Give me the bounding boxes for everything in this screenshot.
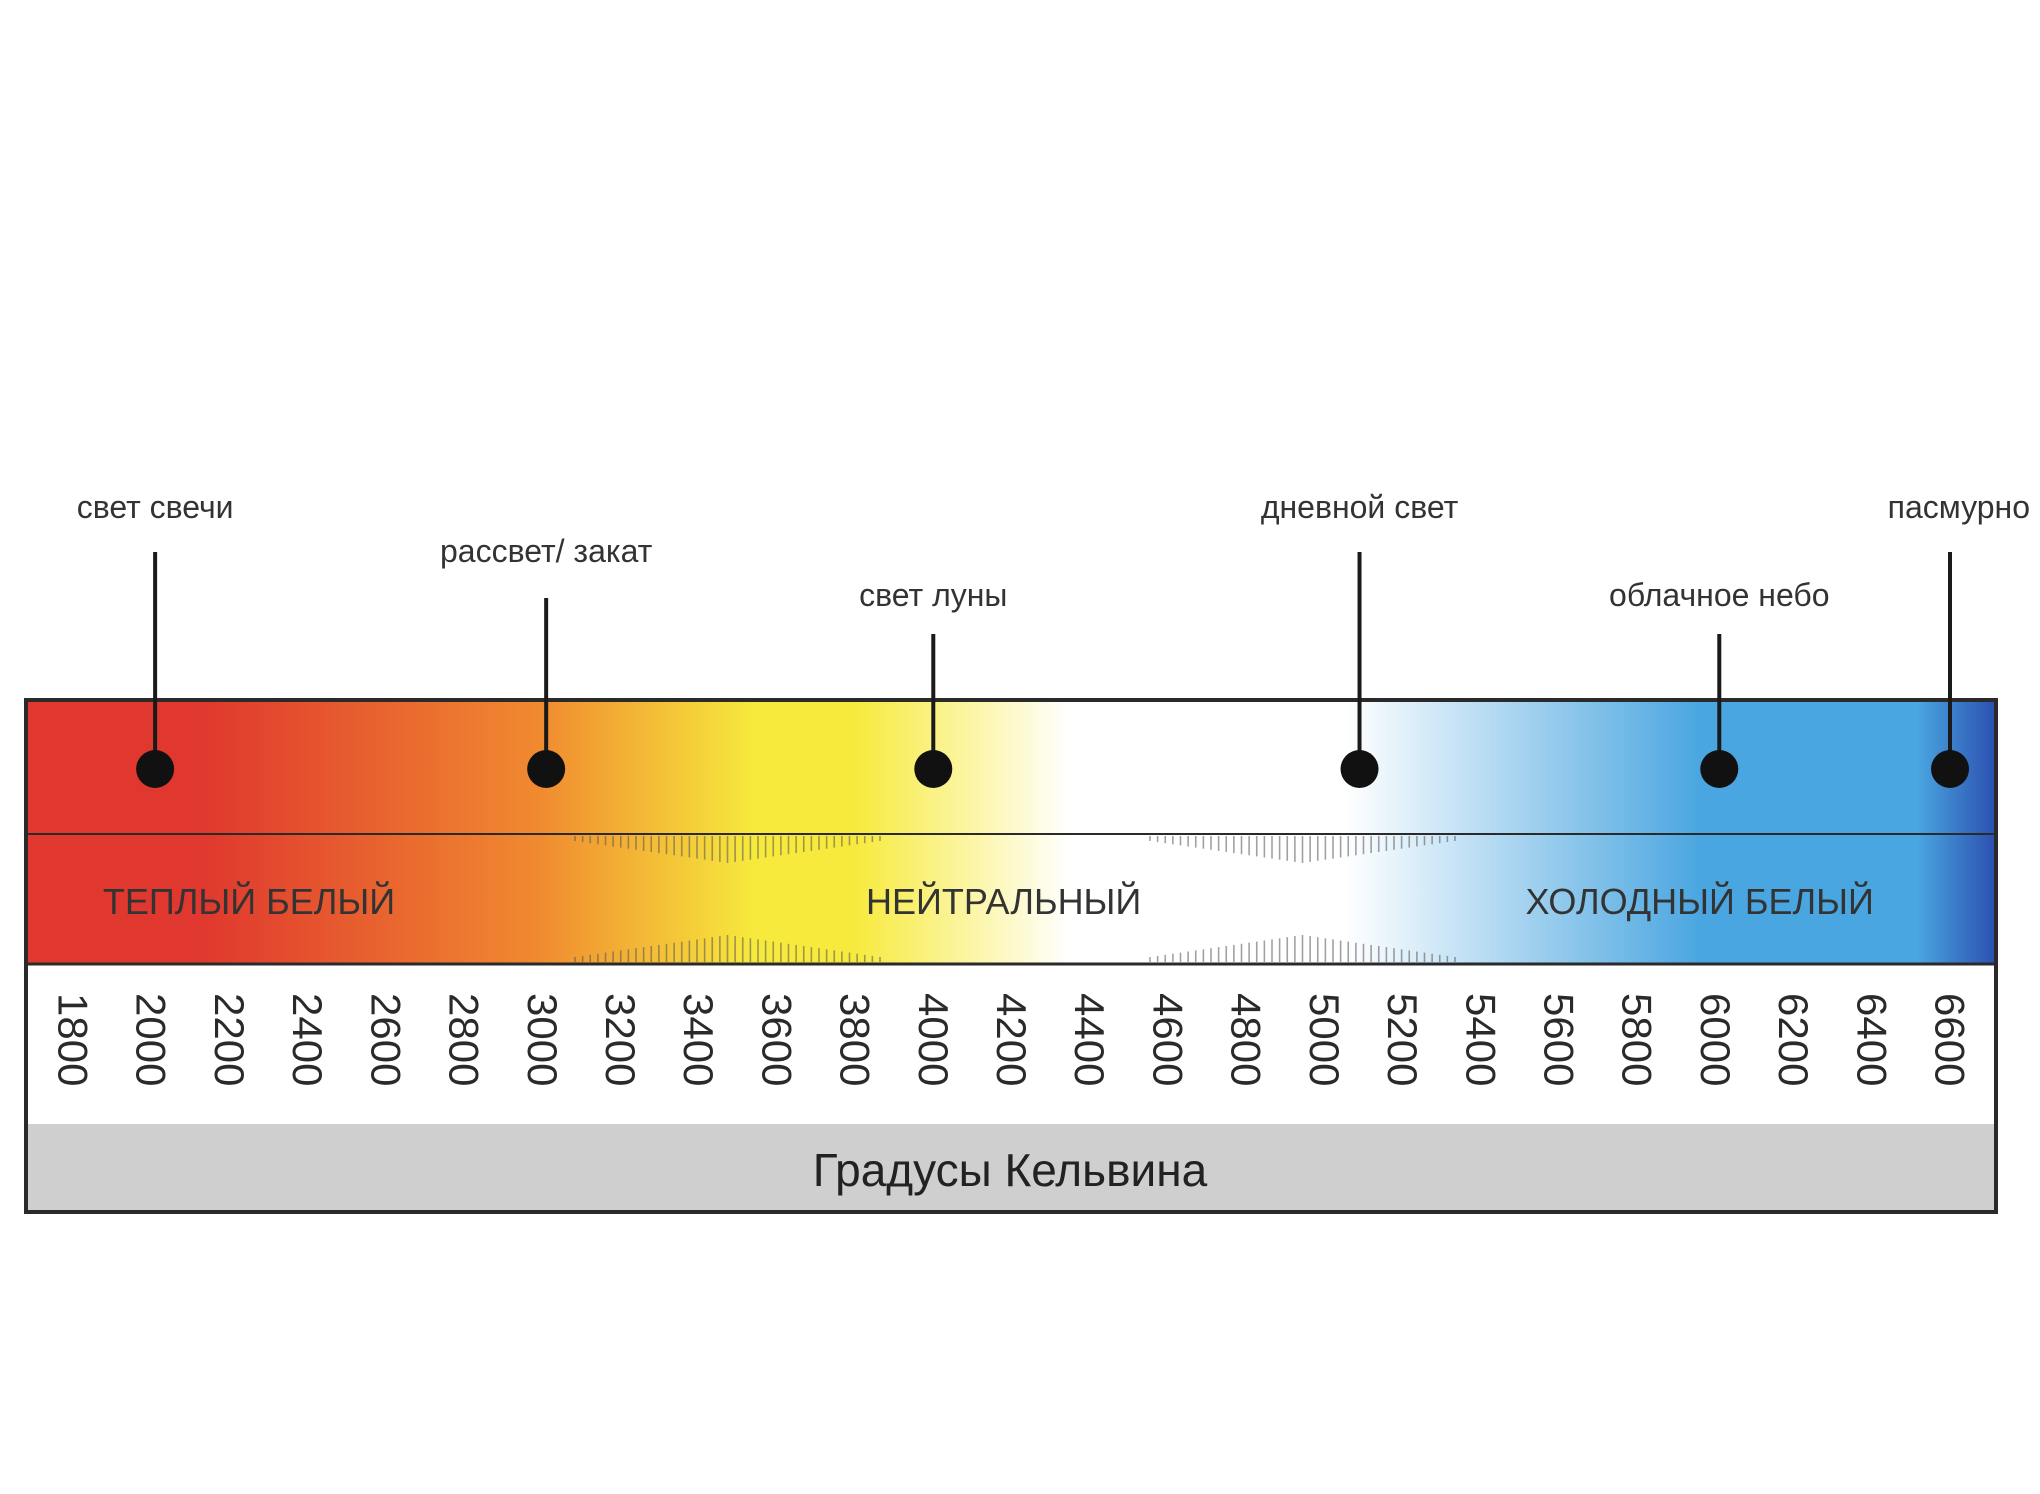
tick-label-5000: 5000 (1301, 993, 1348, 1086)
tick-label-6000: 6000 (1692, 993, 1739, 1086)
marker-label: рассвет/ закат (440, 533, 653, 569)
tick-label-band (26, 964, 1996, 1124)
marker-label: пасмурно (1888, 489, 2030, 525)
tick-label-5200: 5200 (1379, 993, 1426, 1086)
marker-cloudy-sky: облачное небо (1609, 577, 1830, 788)
tick-label-6400: 6400 (1848, 993, 1895, 1086)
tick-label-1800: 1800 (50, 993, 97, 1086)
marker-sunrise-sunset: рассвет/ закат (440, 533, 653, 788)
tick-label-5400: 5400 (1457, 993, 1504, 1086)
tick-label-6200: 6200 (1770, 993, 1817, 1086)
marker-daylight: дневной свет (1261, 489, 1459, 788)
marker-candle-light: свет свечи (77, 489, 234, 788)
tick-label-5600: 5600 (1535, 993, 1582, 1086)
marker-overcast: пасмурно (1888, 489, 2030, 788)
marker-label: свет луны (859, 577, 1007, 613)
marker-moonlight: свет луны (859, 577, 1007, 788)
marker-label: дневной свет (1261, 489, 1459, 525)
marker-label: свет свечи (77, 489, 234, 525)
zone-label-neutral: НЕЙТРАЛЬНЫЙ (866, 880, 1141, 922)
tick-label-3400: 3400 (675, 993, 722, 1086)
tick-label-6600: 6600 (1927, 993, 1974, 1086)
kelvin-tick-labels: 1800 2000 2200 2400 2600 2800 3000 3200 3400 3600… (50, 993, 1974, 1086)
tick-label-4200: 4200 (988, 993, 1035, 1086)
tick-label-2600: 2600 (362, 993, 409, 1086)
scale-outline (24, 698, 1998, 1214)
tick-label-4600: 4600 (1144, 993, 1191, 1086)
zone-label-cold: ХОЛОДНЫЙ БЕЛЫЙ (1526, 880, 1874, 922)
tick-label-4000: 4000 (910, 993, 957, 1086)
unit-caption-band (26, 1124, 1996, 1212)
tick-label-5800: 5800 (1614, 993, 1661, 1086)
tick-label-2200: 2200 (206, 993, 253, 1086)
tick-label-2000: 2000 (128, 993, 175, 1086)
color-spectrum-bar (26, 700, 1996, 964)
tick-label-3800: 3800 (832, 993, 879, 1086)
tick-label-2800: 2800 (441, 993, 488, 1086)
tick-label-3200: 3200 (597, 993, 644, 1086)
unit-caption: Градусы Кельвина (813, 1144, 1208, 1196)
tick-label-4800: 4800 (1223, 993, 1270, 1086)
tick-label-2400: 2400 (284, 993, 331, 1086)
tick-label-3600: 3600 (753, 993, 800, 1086)
tick-label-4400: 4400 (1066, 993, 1113, 1086)
transition-hatch-marks (574, 836, 1456, 962)
zone-label-warm: ТЕПЛЫЙ БЕЛЫЙ (103, 880, 395, 922)
tick-label-3000: 3000 (519, 993, 566, 1086)
marker-label: облачное небо (1609, 577, 1830, 613)
